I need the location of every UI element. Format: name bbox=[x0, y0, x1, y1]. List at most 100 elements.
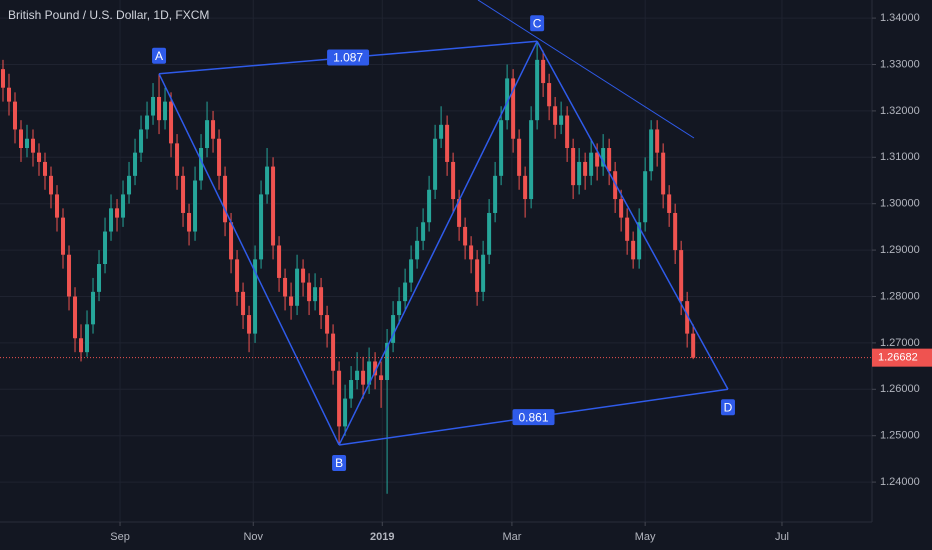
candle-body bbox=[223, 175, 228, 223]
candle-body bbox=[121, 194, 126, 218]
candle-body bbox=[373, 361, 378, 376]
candle-body bbox=[529, 120, 534, 200]
candle-body bbox=[73, 296, 78, 339]
candle-body bbox=[31, 138, 36, 153]
candle-body bbox=[217, 138, 222, 176]
candle-body bbox=[361, 370, 366, 385]
last-price-box bbox=[872, 348, 932, 367]
candle-body bbox=[397, 301, 402, 316]
candles bbox=[1, 41, 696, 494]
candle-body bbox=[67, 254, 72, 297]
pattern: A B C D 1.087 0.861 bbox=[152, 15, 735, 471]
candle-body bbox=[613, 171, 618, 200]
y-tick-label: 1.25000 bbox=[880, 430, 920, 442]
candle-body bbox=[337, 370, 342, 427]
x-tick-label: Jul bbox=[775, 531, 789, 543]
candle-body bbox=[577, 161, 582, 186]
candle-body bbox=[49, 175, 54, 195]
candle-body bbox=[637, 222, 642, 260]
candle-body bbox=[43, 161, 48, 176]
candle-body bbox=[85, 324, 90, 353]
candle-body bbox=[385, 342, 390, 381]
candle-body bbox=[175, 143, 180, 176]
candle-body bbox=[133, 152, 138, 176]
candle-body bbox=[433, 138, 438, 190]
candle-body bbox=[649, 129, 654, 172]
candle-body bbox=[481, 254, 486, 292]
candle-body bbox=[157, 96, 162, 121]
candle-body bbox=[679, 250, 684, 302]
ratio-label: 1.087 bbox=[333, 51, 363, 65]
candle-body bbox=[505, 78, 510, 121]
candle-body bbox=[439, 124, 444, 139]
candle-body bbox=[229, 222, 234, 260]
trend-line bbox=[477, 0, 695, 139]
pattern-leg bbox=[536, 40, 729, 390]
y-tick-label: 1.33000 bbox=[880, 58, 920, 70]
candle-body bbox=[535, 59, 540, 121]
x-tick-label: 2019 bbox=[370, 531, 394, 543]
candle-body bbox=[661, 152, 666, 195]
candle-body bbox=[37, 152, 42, 162]
pattern-point-box bbox=[152, 47, 167, 64]
candle-body bbox=[457, 199, 462, 227]
candle-body bbox=[511, 78, 516, 139]
candle-body bbox=[235, 259, 240, 292]
candle-body bbox=[109, 208, 114, 232]
candle-body bbox=[295, 268, 300, 306]
ratio-box bbox=[512, 409, 555, 426]
candle-body bbox=[307, 282, 312, 302]
candle-body bbox=[253, 259, 258, 334]
candle-body bbox=[541, 59, 546, 84]
candle-body bbox=[145, 115, 150, 130]
candle-body bbox=[421, 222, 426, 241]
candle-body bbox=[325, 315, 330, 334]
y-tick-label: 1.32000 bbox=[880, 105, 920, 117]
candle-body bbox=[409, 259, 414, 283]
candle-body bbox=[499, 120, 504, 176]
candle-body bbox=[379, 375, 384, 381]
candle-body bbox=[607, 148, 612, 172]
candle-body bbox=[601, 148, 606, 167]
candle-body bbox=[163, 101, 168, 121]
x-tick-label: Nov bbox=[243, 531, 263, 543]
candle-body bbox=[259, 194, 264, 260]
axes: 1.24000 1.25000 1.26000 1.27000 1.28000 1.290… bbox=[0, 12, 932, 543]
pattern-point-box bbox=[720, 399, 735, 416]
candle-body bbox=[283, 277, 288, 297]
candle-body bbox=[475, 259, 480, 292]
pattern-point-label: D bbox=[724, 400, 733, 414]
candle-body bbox=[91, 291, 96, 325]
y-tick-label: 1.34000 bbox=[880, 12, 920, 24]
candle-body bbox=[79, 338, 84, 353]
candle-body bbox=[691, 333, 696, 358]
candle-body bbox=[277, 245, 282, 278]
candle-body bbox=[331, 333, 336, 371]
pattern-leg bbox=[158, 73, 340, 446]
x-tick-label: Mar bbox=[502, 531, 521, 543]
candle-body bbox=[427, 189, 432, 223]
candle-body bbox=[625, 217, 630, 241]
candle-body bbox=[115, 208, 120, 218]
candle-body bbox=[205, 120, 210, 149]
ratio-label: 0.861 bbox=[519, 410, 549, 424]
candle-body bbox=[589, 152, 594, 176]
candle-body bbox=[247, 315, 252, 334]
last-price-label: 1.26682 bbox=[878, 352, 918, 364]
pattern-point-label: C bbox=[533, 16, 542, 30]
candle-body bbox=[547, 83, 552, 107]
y-tick-label: 1.24000 bbox=[880, 476, 920, 488]
y-tick-label: 1.27000 bbox=[880, 337, 920, 349]
candle-body bbox=[451, 161, 456, 200]
candle-body bbox=[469, 245, 474, 260]
candle-body bbox=[343, 398, 348, 427]
candle-body bbox=[415, 240, 420, 260]
candle-body bbox=[301, 268, 306, 283]
candle-body bbox=[103, 231, 108, 265]
x-tick-label: Sep bbox=[110, 531, 130, 543]
pattern-point-box bbox=[530, 15, 545, 32]
y-tick-label: 1.28000 bbox=[880, 290, 920, 302]
candle-body bbox=[289, 296, 294, 306]
